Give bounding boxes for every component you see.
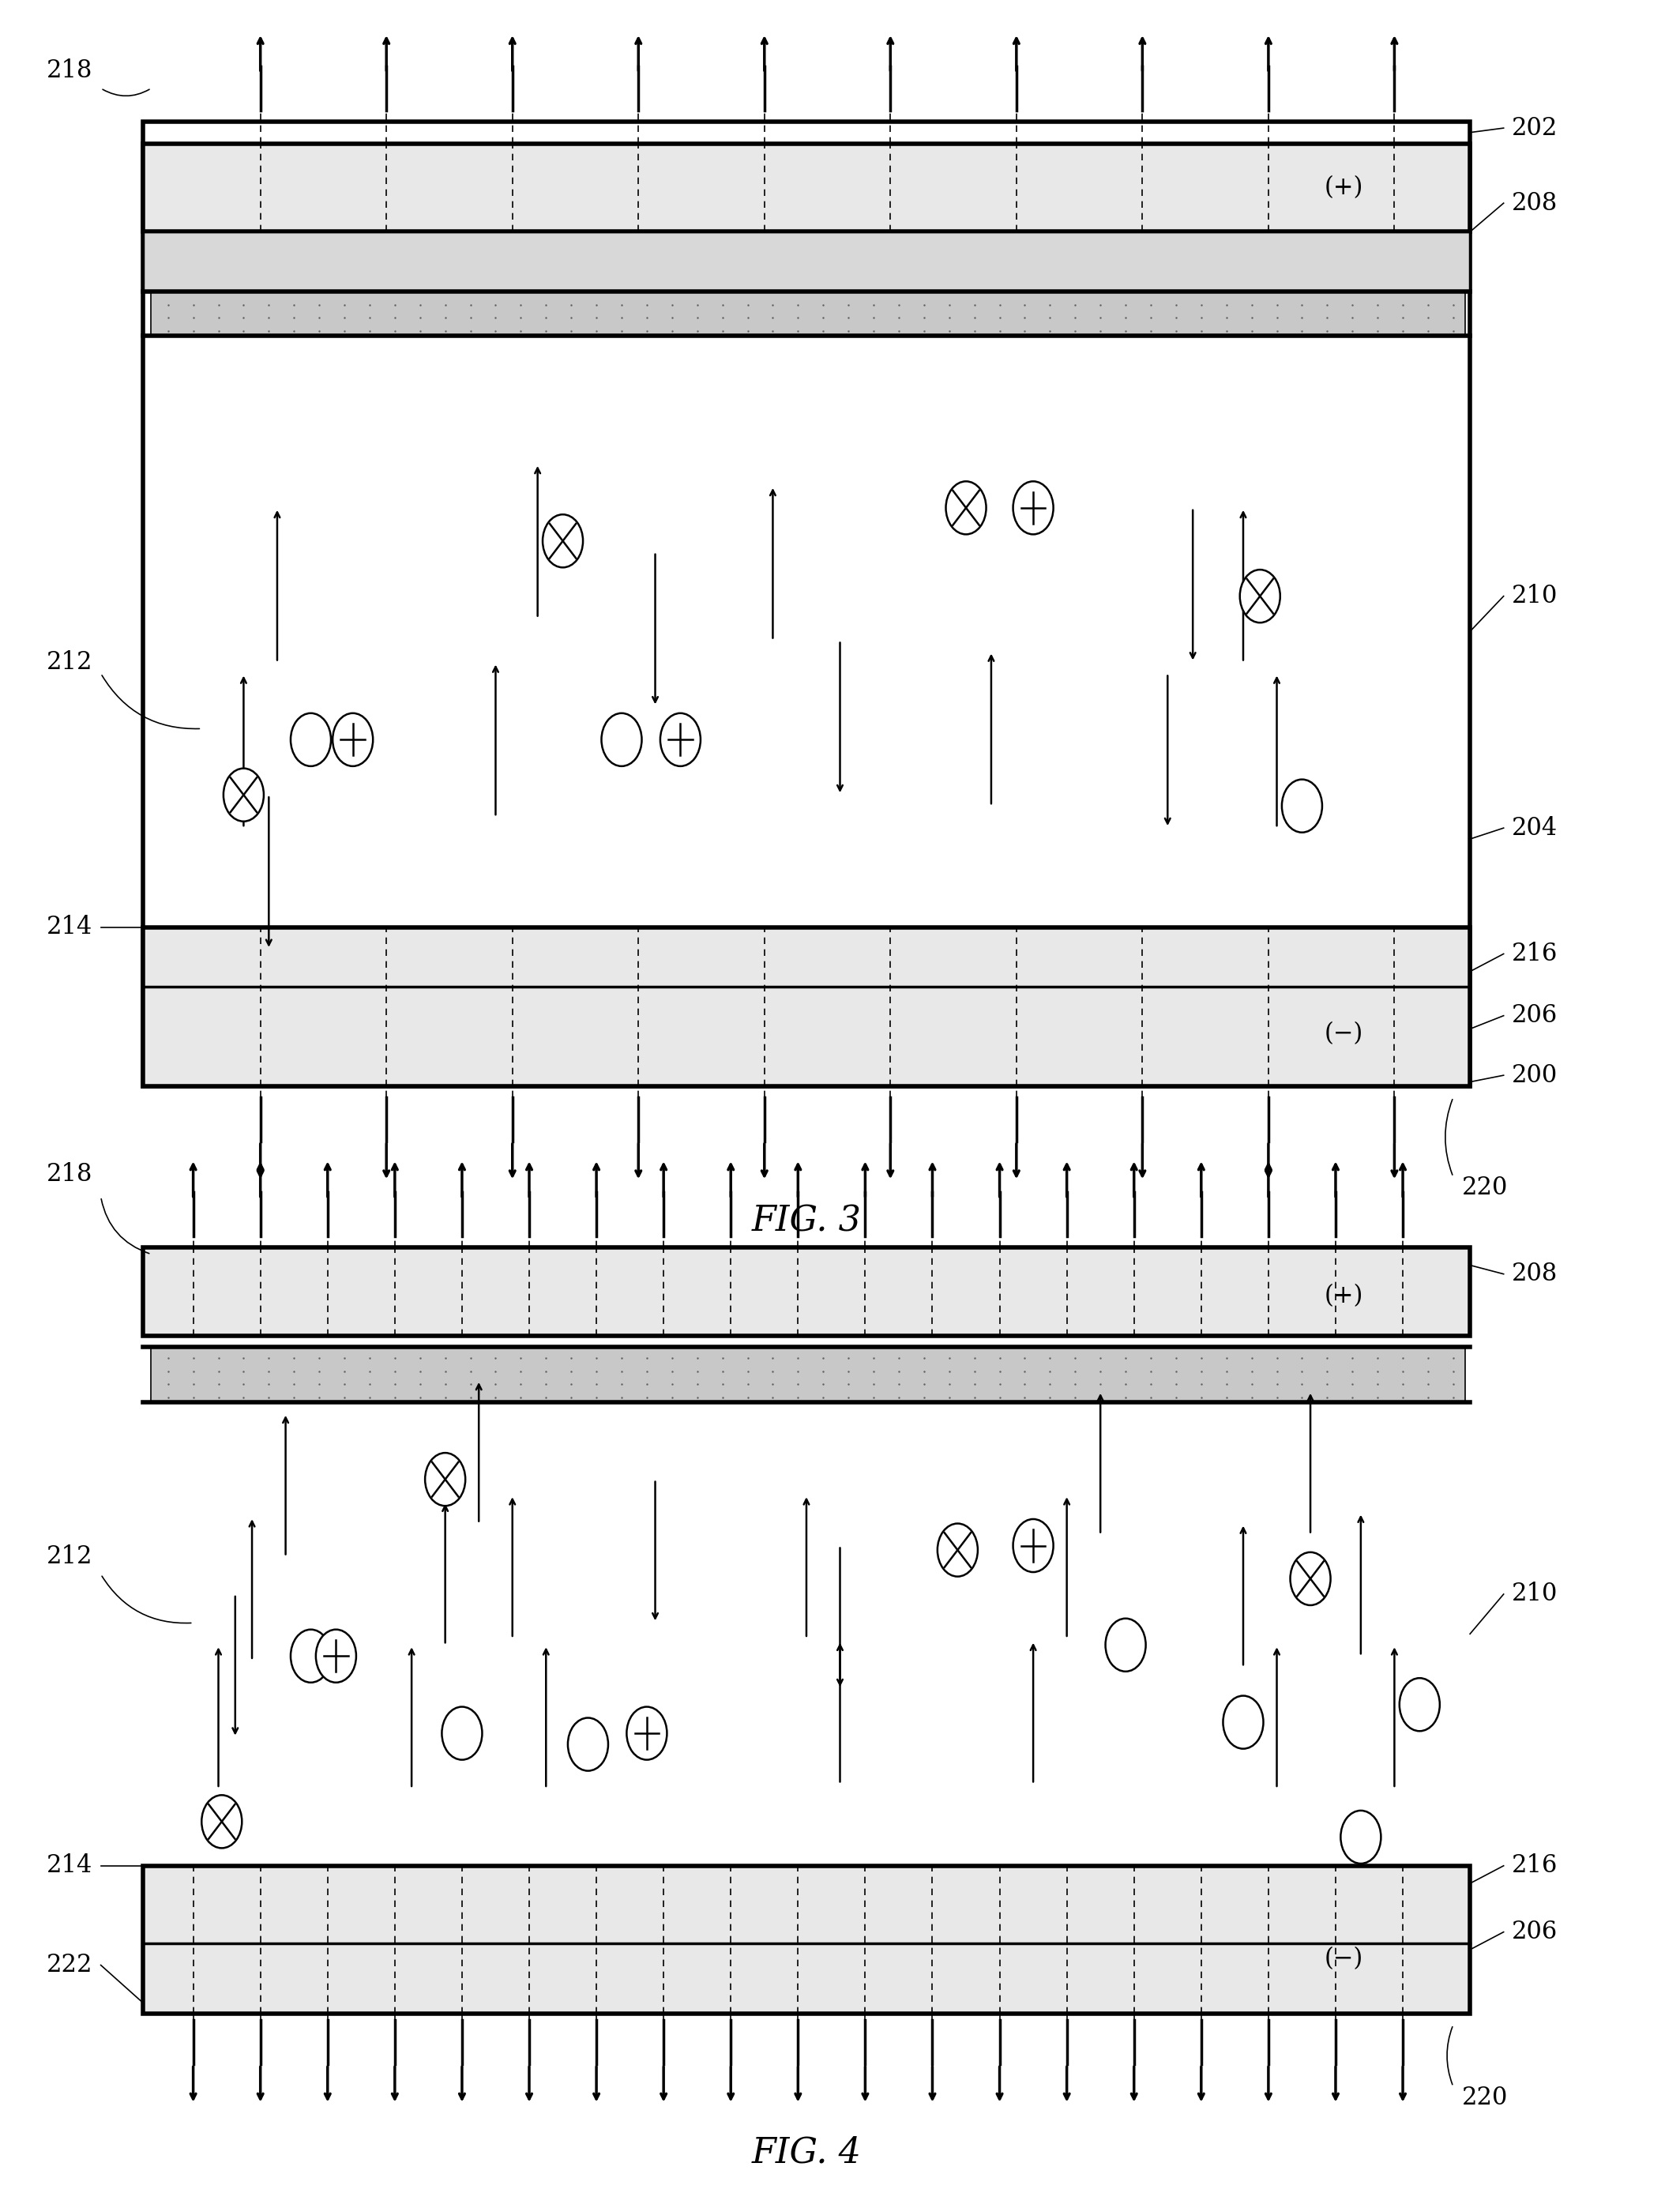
Text: (−): (−) (1324, 1020, 1364, 1047)
Circle shape (1290, 1552, 1331, 1605)
Bar (151, 291, 1465, 336)
Text: 208: 208 (1512, 1261, 1557, 1287)
Circle shape (1013, 1519, 1053, 1572)
Text: (+): (+) (1324, 1283, 1364, 1309)
Text: 220: 220 (1462, 2084, 1507, 2111)
Circle shape (223, 768, 264, 821)
Circle shape (1282, 779, 1322, 832)
Text: 216: 216 (1512, 941, 1557, 967)
Circle shape (660, 713, 701, 766)
Text: 204: 204 (1512, 815, 1557, 841)
Bar (143, 1248, 1470, 1336)
Circle shape (1013, 481, 1053, 534)
Text: 222: 222 (45, 1952, 92, 1978)
Text: (−): (−) (1324, 1945, 1364, 1972)
Text: 214: 214 (47, 1853, 92, 1879)
Text: FIG. 3: FIG. 3 (751, 1203, 862, 1239)
Circle shape (202, 1795, 242, 1848)
Circle shape (442, 1707, 482, 1760)
Circle shape (291, 1630, 331, 1682)
Circle shape (627, 1707, 667, 1760)
Circle shape (946, 481, 986, 534)
Circle shape (601, 713, 642, 766)
Text: 212: 212 (45, 1543, 92, 1570)
Text: 214: 214 (47, 914, 92, 941)
Circle shape (425, 1453, 465, 1506)
Circle shape (1341, 1811, 1381, 1864)
Text: 206: 206 (1512, 1002, 1557, 1029)
Text: 206: 206 (1512, 1919, 1557, 1945)
Circle shape (1399, 1678, 1440, 1731)
Bar (143, 927, 1470, 1086)
Text: 200: 200 (1512, 1062, 1557, 1089)
Text: 208: 208 (1512, 190, 1557, 216)
Circle shape (316, 1630, 356, 1682)
Circle shape (1240, 570, 1280, 623)
Text: (+): (+) (1324, 174, 1364, 201)
Text: 220: 220 (1462, 1175, 1507, 1201)
Text: 218: 218 (47, 57, 92, 84)
Bar (143, 144, 1470, 232)
Text: 202: 202 (1512, 115, 1557, 141)
Text: 212: 212 (45, 649, 92, 676)
Circle shape (1105, 1618, 1146, 1671)
Bar (143, 121, 1470, 1086)
Text: 210: 210 (1512, 1581, 1557, 1607)
Text: 210: 210 (1512, 583, 1557, 609)
Circle shape (568, 1718, 608, 1771)
Text: FIG. 4: FIG. 4 (751, 2135, 862, 2170)
Circle shape (291, 713, 331, 766)
Bar (151, 1347, 1465, 1402)
Bar (143, 232, 1470, 291)
Text: 218: 218 (47, 1161, 92, 1188)
Circle shape (543, 514, 583, 567)
Circle shape (333, 713, 373, 766)
Text: 216: 216 (1512, 1853, 1557, 1879)
Circle shape (937, 1524, 978, 1577)
Bar (143, 1866, 1470, 2014)
Circle shape (1223, 1696, 1263, 1749)
